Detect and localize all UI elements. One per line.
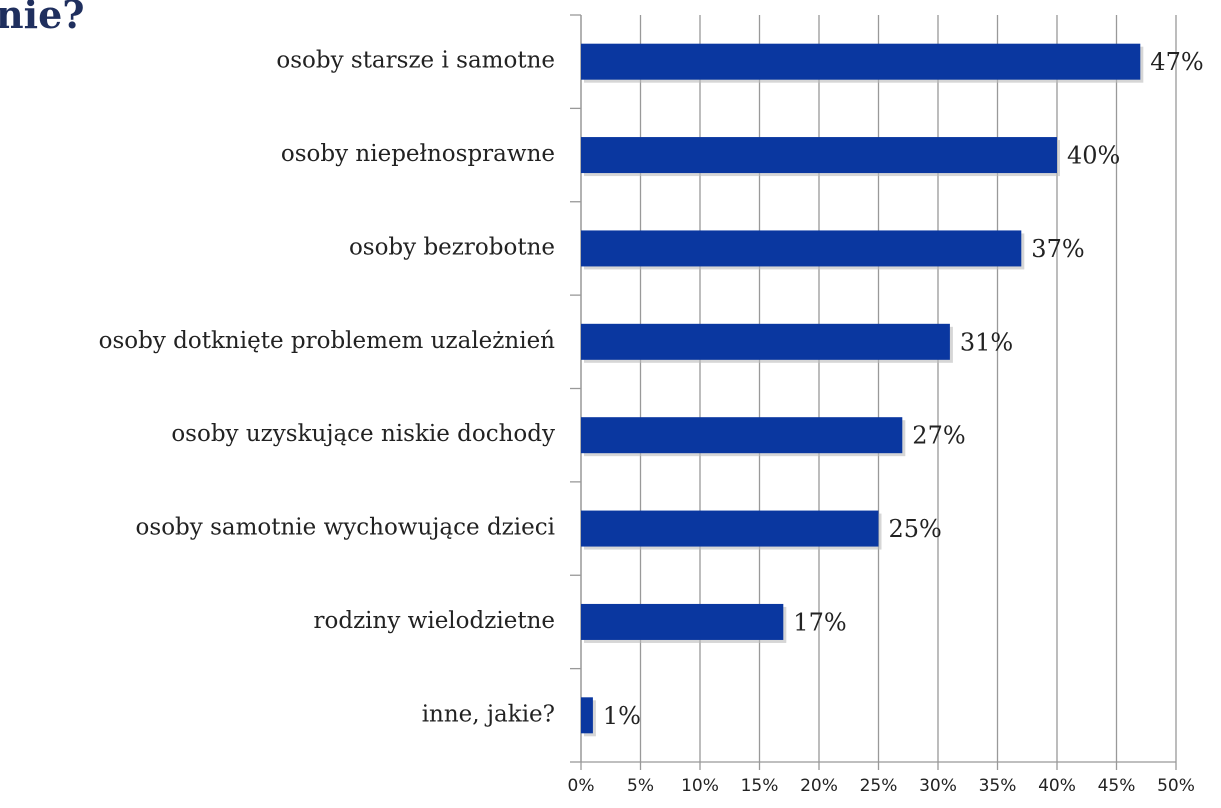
y-tick-label: osoby uzyskujące niskie dochody [171, 421, 555, 447]
y-tick-label: rodziny wielodzietne [314, 608, 556, 634]
bar [581, 603, 784, 640]
x-tick-label: 30% [919, 776, 957, 796]
chart-title: nie? [0, 0, 85, 37]
y-tick-label: osoby niepełnosprawne [281, 141, 555, 167]
y-tick-label: osoby bezrobotne [349, 234, 555, 260]
bar [581, 510, 879, 547]
y-tick-label: inne, jakie? [422, 701, 555, 727]
value-label: 1% [603, 702, 641, 730]
bar [581, 137, 1057, 174]
x-tick-label: 35% [979, 776, 1017, 796]
x-tick-label: 40% [1038, 776, 1076, 796]
x-tick-label: 20% [800, 776, 838, 796]
value-label: 25% [889, 515, 942, 543]
value-label: 37% [1031, 235, 1084, 263]
bar [581, 697, 593, 734]
value-label: 17% [793, 608, 846, 636]
x-tick-label: 5% [627, 776, 654, 796]
x-tick-label: 15% [741, 776, 779, 796]
x-tick-label: 50% [1157, 776, 1195, 796]
x-tick-label: 0% [568, 776, 595, 796]
y-tick-label: osoby dotknięte problemem uzależnień [99, 328, 556, 354]
value-label: 47% [1150, 48, 1203, 76]
value-label: 31% [960, 328, 1013, 356]
x-tick-label: 10% [681, 776, 719, 796]
bar [581, 323, 950, 360]
value-label: 27% [912, 422, 965, 450]
value-label: 40% [1067, 142, 1120, 170]
y-tick-label: osoby samotnie wychowujące dzieci [136, 515, 555, 541]
y-tick-label: osoby starsze i samotne [276, 48, 555, 74]
bar [581, 417, 903, 454]
x-tick-label: 25% [860, 776, 898, 796]
bar [581, 230, 1022, 267]
bar [581, 43, 1141, 80]
x-tick-label: 45% [1098, 776, 1136, 796]
